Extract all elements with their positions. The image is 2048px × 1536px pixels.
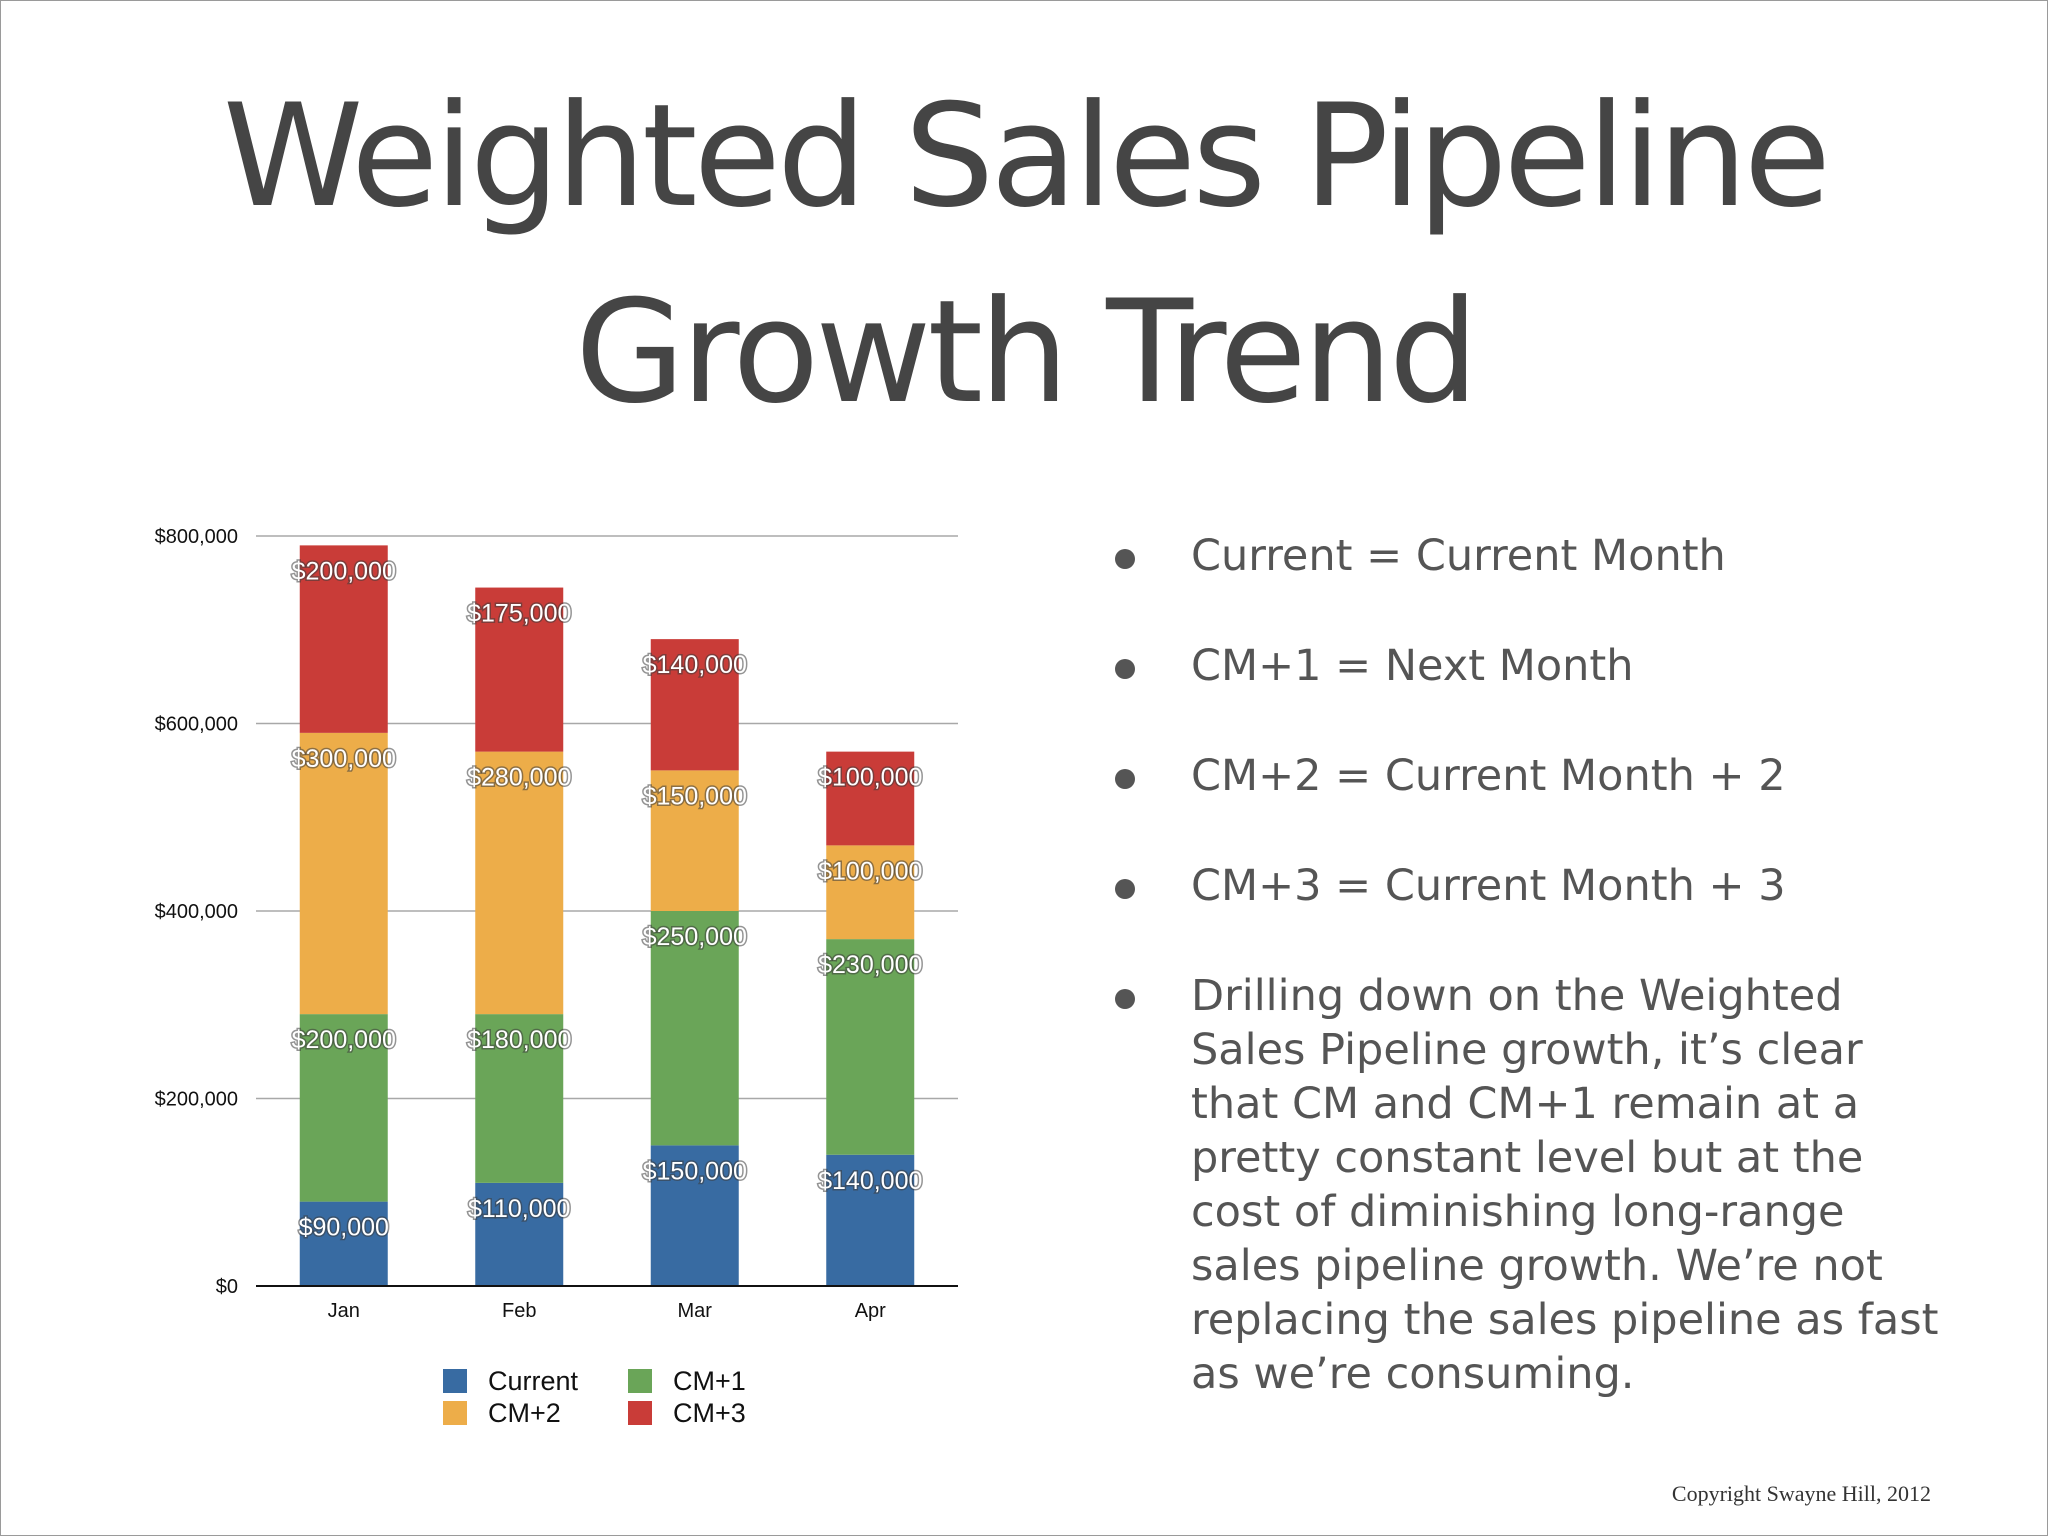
bullet-dot-icon xyxy=(1115,769,1135,789)
bar-segment xyxy=(826,845,915,940)
legend-swatch xyxy=(628,1401,652,1425)
bullet-item: Drilling down on the Weighted Sales Pipe… xyxy=(1111,969,1951,1401)
legend-label: CM+3 xyxy=(673,1398,746,1428)
data-label: $140,000 xyxy=(643,651,747,679)
x-tick-label: Feb xyxy=(502,1300,536,1322)
bar-segment xyxy=(299,545,388,733)
bar-segment xyxy=(650,911,739,1146)
bullet-text: CM+2 = Current Month + 2 xyxy=(1191,751,1786,801)
x-tick-label: Jan xyxy=(328,1300,360,1322)
data-label: $200,000 xyxy=(292,1026,396,1054)
data-label: $300,000 xyxy=(292,745,396,773)
bullet-text: Drilling down on the Weighted Sales Pipe… xyxy=(1191,971,1939,1399)
bar-segment xyxy=(299,1014,388,1202)
legend-swatch xyxy=(628,1369,652,1393)
data-label: $100,000 xyxy=(818,764,922,792)
bar-segment xyxy=(475,751,564,1015)
y-tick-label: $200,000 xyxy=(155,1089,238,1111)
y-tick-label: $600,000 xyxy=(155,714,238,736)
bar-segment xyxy=(826,751,915,846)
data-label: $100,000 xyxy=(818,857,922,885)
bar-segment xyxy=(299,732,388,1015)
title-line-2: Growth Trend xyxy=(575,270,1479,435)
bullet-dot-icon xyxy=(1115,659,1135,679)
bar-segment xyxy=(826,939,915,1155)
bar-segment xyxy=(826,1154,915,1286)
bullet-text: CM+3 = Current Month + 3 xyxy=(1191,861,1786,911)
bullet-text: CM+1 = Next Month xyxy=(1191,641,1634,691)
data-label: $150,000 xyxy=(643,1157,747,1185)
bullet-item: Current = Current Month xyxy=(1111,529,1951,583)
legend-swatch xyxy=(443,1401,467,1425)
bar-segment xyxy=(475,587,564,752)
title-line-1: Weighted Sales Pipeline xyxy=(222,74,1831,239)
copyright-text: Copyright Swayne Hill, 2012 xyxy=(1671,1481,1931,1506)
legend-swatch xyxy=(443,1369,467,1393)
data-label: $280,000 xyxy=(467,764,571,792)
legend-label: Current xyxy=(488,1366,579,1396)
data-label: $110,000 xyxy=(468,1195,570,1223)
data-label: $150,000 xyxy=(643,782,747,810)
bar-segment xyxy=(650,639,739,771)
bullet-dot-icon xyxy=(1115,989,1135,1009)
bar-segment xyxy=(475,1014,564,1183)
y-tick-label: $800,000 xyxy=(155,526,238,548)
bar-segment xyxy=(475,1182,564,1286)
data-label: $140,000 xyxy=(818,1167,922,1195)
y-tick-label: $400,000 xyxy=(155,901,238,923)
bar-segment xyxy=(650,1145,739,1286)
data-label: $250,000 xyxy=(643,923,747,951)
x-tick-label: Apr xyxy=(855,1300,886,1322)
bar-segment xyxy=(299,1201,388,1286)
y-tick-label: $0 xyxy=(216,1276,238,1298)
bullet-item: CM+2 = Current Month + 2 xyxy=(1111,749,1951,803)
bullet-dot-icon xyxy=(1115,549,1135,569)
legend-label: CM+2 xyxy=(488,1398,561,1428)
data-label: $90,000 xyxy=(299,1214,389,1242)
bullet-dot-icon xyxy=(1115,879,1135,899)
legend-label: CM+1 xyxy=(673,1366,746,1396)
slide-title: Weighted Sales Pipeline Growth Trend xyxy=(1,59,2048,451)
bullet-item: CM+3 = Current Month + 3 xyxy=(1111,859,1951,913)
bullet-text: Current = Current Month xyxy=(1191,531,1726,581)
bullet-list: Current = Current Month CM+1 = Next Mont… xyxy=(1111,529,1951,1457)
bar-segment xyxy=(650,770,739,911)
stacked-bar-chart: $0 $200,000 $400,000 $600,000 $800,000 $90,00… xyxy=(155,526,958,1428)
data-label: $175,000 xyxy=(467,600,571,628)
bullet-item: CM+1 = Next Month xyxy=(1111,639,1951,693)
data-label: $200,000 xyxy=(292,557,396,585)
data-label: $230,000 xyxy=(818,951,922,979)
data-label: $180,000 xyxy=(467,1026,571,1054)
x-tick-label: Mar xyxy=(678,1300,713,1322)
